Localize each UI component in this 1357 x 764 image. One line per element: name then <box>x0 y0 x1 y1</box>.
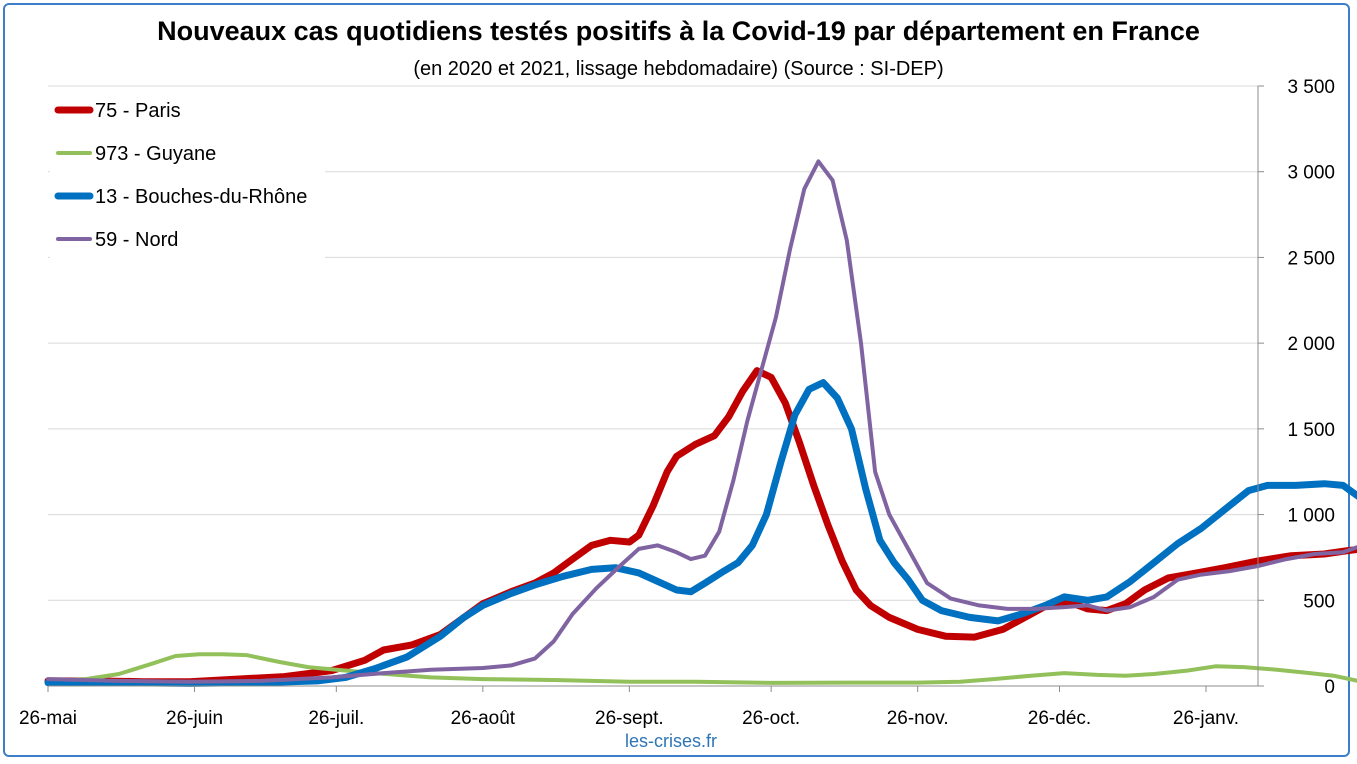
source-credit: les-crises.fr <box>624 731 717 751</box>
x-tick-label: 26-oct. <box>742 708 800 729</box>
x-tick-label: 26-août <box>451 708 516 729</box>
y-tick-label: 0 <box>1324 677 1335 698</box>
axes: 0 500 1 000 1 500 2 000 2 500 3 000 3 500 26-mai… <box>19 77 1335 729</box>
y-tick-label: 2 000 <box>1287 334 1335 355</box>
plot-series <box>44 159 1357 687</box>
legend-box <box>50 90 325 260</box>
legend-label: 973 - Guyane <box>95 143 216 165</box>
x-tick-label: 26-janv. <box>1173 708 1239 729</box>
legend: 75 - Paris 973 - Guyane 13 - Bouches-du-Rh… <box>50 90 325 260</box>
x-tick-label: 26-juin <box>166 708 223 729</box>
legend-label: 59 - Nord <box>95 229 178 251</box>
x-tick-label: 26-mai <box>19 708 77 729</box>
y-tick-label: 1 500 <box>1287 420 1335 441</box>
y-tick-label: 3 500 <box>1287 77 1335 98</box>
series-line-1 <box>46 652 1357 685</box>
chart-title: Nouveaux cas quotidiens testés positifs … <box>157 16 1200 46</box>
x-tick-label: 26-juil. <box>308 708 364 729</box>
legend-label: 75 - Paris <box>95 100 181 122</box>
y-tick-label: 1 000 <box>1287 506 1335 527</box>
y-tick-label: 2 500 <box>1287 248 1335 269</box>
x-tick-label: 26-sept. <box>595 708 664 729</box>
series-line-3 <box>46 159 1357 684</box>
y-tick-label: 3 000 <box>1287 163 1335 184</box>
series-line-0 <box>44 367 1357 686</box>
chart-frame <box>3 3 1350 757</box>
series-line-2 <box>44 379 1357 687</box>
legend-label: 13 - Bouches-du-Rhône <box>95 186 307 208</box>
x-tick-label: 26-déc. <box>1028 708 1091 729</box>
y-tick-label: 500 <box>1303 591 1335 612</box>
chart-subtitle: (en 2020 et 2021, lissage hebdomadaire) … <box>413 58 944 80</box>
x-tick-label: 26-nov. <box>887 708 949 729</box>
